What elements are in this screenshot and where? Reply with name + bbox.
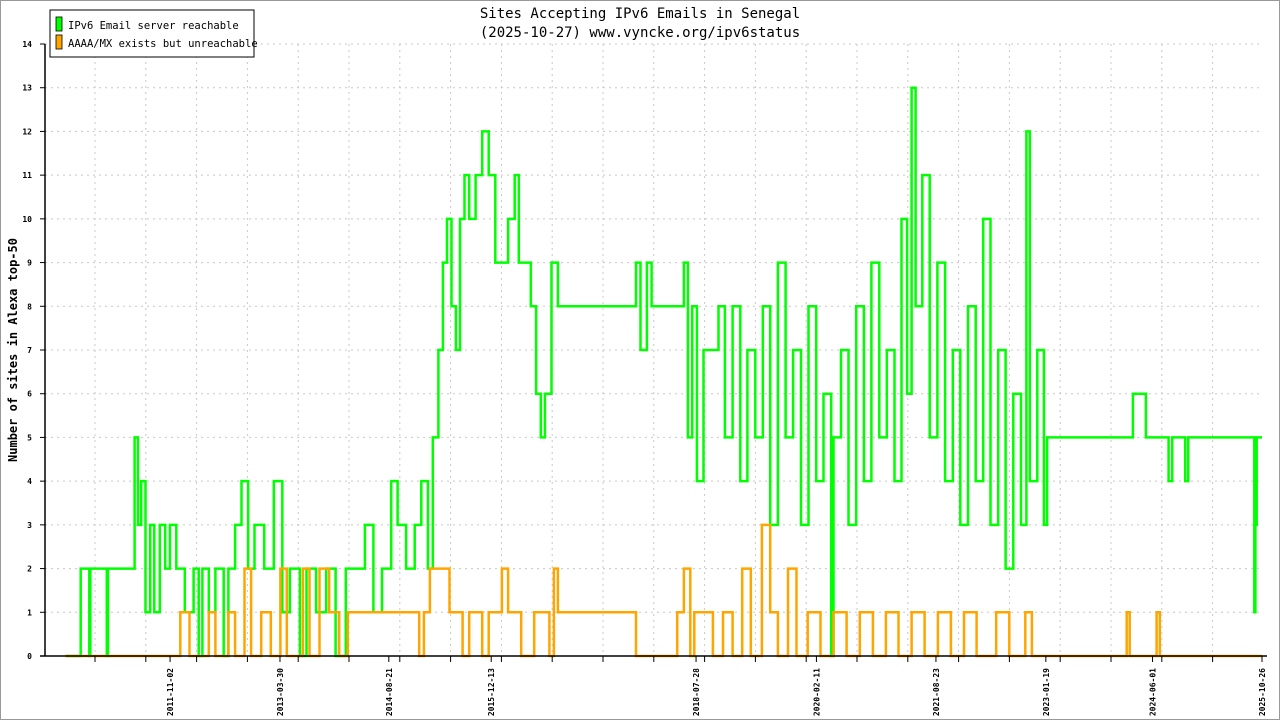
grid [45, 43, 1262, 656]
legend-swatch-unreachable [55, 34, 63, 50]
legend-box [49, 9, 255, 58]
x-tick-label: 2025-10-26 [1258, 668, 1267, 716]
chart-subtitle: (2025-10-27) www.vyncke.org/ipv6status [480, 25, 800, 41]
y-tick-label: 7 [27, 346, 32, 355]
x-tick-label: 2021-08-23 [932, 668, 941, 716]
x-tick-label: 2011-11-02 [166, 668, 175, 716]
x-tick-label: 2013-03-30 [276, 668, 285, 716]
y-tick-label: 5 [27, 433, 32, 442]
y-tick-label: 2 [27, 565, 32, 574]
legend: IPv6 Email server reachable AAAA/MX exis… [49, 9, 258, 58]
x-tick-label: 2023-01-19 [1042, 668, 1051, 716]
y-tick-label: 9 [27, 259, 32, 268]
legend-swatch-reachable [55, 16, 63, 32]
legend-label-reachable: IPv6 Email server reachable [68, 20, 239, 32]
y-tick-label: 13 [22, 84, 32, 93]
y-tick-label: 11 [22, 171, 32, 180]
x-tick-label: 2014-08-21 [385, 668, 394, 716]
y-tick-label: 8 [27, 302, 32, 311]
x-tick-label: 2018-07-28 [692, 668, 701, 716]
series-group [65, 86, 1262, 658]
y-axis-label: Number of sites in Alexa top-50 [6, 238, 20, 462]
y-tick-label: 12 [22, 127, 32, 136]
legend-label-unreachable: AAAA/MX exists but unreachable [68, 38, 258, 50]
series-line-unreachable [65, 523, 1262, 658]
chart-title: Sites Accepting IPv6 Emails in Senegal [480, 6, 800, 22]
y-tick-label: 0 [27, 652, 32, 661]
y-tick-label: 4 [27, 477, 32, 486]
y-tick-label: 6 [27, 390, 32, 399]
x-tick-label: 2015-12-13 [487, 668, 496, 716]
y-tick-label: 3 [27, 521, 32, 530]
y-tick-label: 1 [27, 608, 32, 617]
y-tick-label: 14 [22, 40, 32, 49]
y-tick-label: 10 [22, 215, 32, 224]
x-tick-label: 2020-02-11 [812, 668, 821, 716]
x-tick-label: 2024-06-01 [1149, 668, 1158, 716]
